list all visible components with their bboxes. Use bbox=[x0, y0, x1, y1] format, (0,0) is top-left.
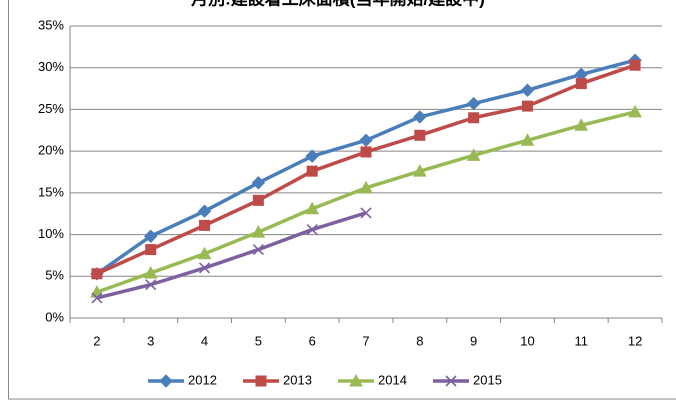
legend-label: 2012 bbox=[188, 372, 217, 387]
y-tick-label: 35% bbox=[38, 17, 64, 32]
x-tick-label: 10 bbox=[520, 333, 534, 348]
point bbox=[520, 133, 535, 146]
point bbox=[306, 224, 318, 236]
series-line bbox=[96, 211, 367, 300]
point bbox=[629, 59, 641, 71]
point bbox=[360, 146, 372, 158]
point bbox=[359, 180, 373, 194]
point bbox=[252, 244, 264, 256]
point bbox=[520, 83, 535, 97]
point bbox=[360, 207, 372, 219]
point bbox=[468, 112, 480, 124]
legend-label: 2014 bbox=[378, 372, 407, 387]
chart-frame bbox=[8, 0, 676, 400]
legend-marker bbox=[445, 375, 457, 387]
point bbox=[628, 104, 642, 118]
legend-label: 2013 bbox=[283, 372, 312, 387]
point bbox=[412, 164, 427, 177]
y-tick-label: 5% bbox=[45, 268, 64, 283]
point bbox=[575, 78, 587, 90]
point bbox=[145, 279, 157, 291]
point bbox=[305, 201, 320, 215]
point bbox=[466, 148, 481, 161]
chart-title: 月別:建設着工床面積(当年開始/建設中) bbox=[190, 0, 485, 8]
point bbox=[91, 292, 103, 304]
legend-marker bbox=[159, 374, 173, 388]
x-tick-label: 8 bbox=[416, 333, 423, 348]
point bbox=[252, 194, 264, 206]
point bbox=[413, 110, 427, 124]
legend-marker bbox=[349, 373, 363, 387]
point bbox=[521, 100, 533, 112]
x-tick-label: 4 bbox=[201, 333, 208, 348]
x-tick-label: 11 bbox=[575, 333, 589, 348]
y-tick-label: 25% bbox=[38, 101, 64, 116]
point bbox=[197, 246, 212, 260]
legend-label: 2015 bbox=[473, 372, 502, 387]
x-tick-label: 3 bbox=[147, 333, 154, 348]
point bbox=[574, 118, 589, 131]
point bbox=[197, 204, 212, 218]
point bbox=[145, 244, 157, 256]
y-tick-label: 10% bbox=[38, 226, 64, 241]
point bbox=[466, 96, 481, 111]
point bbox=[144, 229, 158, 243]
legend-marker bbox=[255, 375, 267, 387]
x-tick-label: 7 bbox=[362, 333, 369, 348]
point bbox=[359, 133, 373, 148]
x-tick-label: 2 bbox=[93, 333, 100, 348]
point bbox=[143, 265, 158, 279]
point bbox=[305, 149, 319, 163]
x-tick-label: 5 bbox=[255, 333, 262, 348]
point bbox=[198, 262, 211, 274]
x-tick-label: 6 bbox=[309, 333, 316, 348]
x-tick-label: 9 bbox=[470, 333, 477, 348]
y-tick-label: 0% bbox=[45, 309, 64, 324]
y-tick-label: 20% bbox=[38, 143, 64, 158]
point bbox=[306, 165, 318, 177]
y-tick-label: 15% bbox=[38, 184, 64, 199]
point bbox=[414, 129, 426, 141]
x-tick-label: 12 bbox=[628, 333, 642, 348]
point bbox=[91, 268, 103, 280]
point bbox=[199, 219, 211, 231]
point bbox=[251, 176, 266, 190]
point bbox=[251, 225, 266, 238]
y-tick-label: 30% bbox=[38, 59, 64, 74]
